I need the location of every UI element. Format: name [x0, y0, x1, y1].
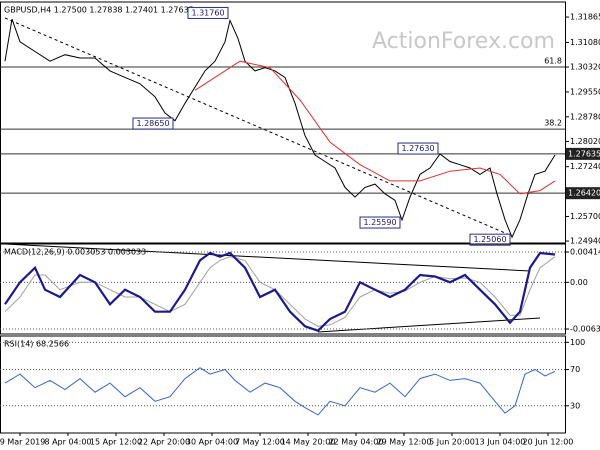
y-tick-label: 30 — [570, 401, 580, 410]
y-tick-label: 1.30320 — [570, 63, 600, 72]
panel-frame — [0, 243, 566, 335]
series-line — [4, 251, 556, 332]
x-tick-label: 8 Apr 04:00 — [44, 438, 91, 447]
x-tick-label: 29 Mar 2019 — [0, 438, 45, 447]
y-tick-label: 1.31865 — [570, 13, 600, 22]
y-tick-label: 70 — [570, 365, 580, 374]
y-tick-label: 1.24940 — [570, 237, 600, 246]
series-line — [4, 367, 556, 416]
annotation-box — [469, 233, 511, 246]
fib-label: 38.2 — [544, 119, 562, 128]
annotation-label: 1.27630 — [401, 144, 434, 153]
x-tick-label: 15 Apr 12:00 — [90, 438, 142, 447]
annotation-box — [359, 216, 401, 229]
fib-label: 61.8 — [544, 57, 562, 66]
panel-title: RSI(14) 68.2566 — [4, 340, 69, 349]
trendline — [317, 317, 541, 333]
x-tick-label: 22 Apr 20:00 — [138, 438, 190, 447]
annotation-label: 1.25060 — [473, 235, 506, 244]
panel-frame — [0, 1, 566, 244]
y-tick-label: 1.28780 — [570, 112, 600, 121]
y-tick-label: 1.29550 — [570, 87, 600, 96]
series-line — [4, 18, 556, 239]
x-tick-label: 29 May 12:00 — [377, 438, 432, 447]
x-tick-label: 20 Jun 12:00 — [523, 438, 574, 447]
panel-frame — [0, 335, 566, 434]
annotation-box — [397, 142, 439, 155]
trendline — [4, 17, 513, 237]
x-tick-label: 14 May 20:00 — [281, 438, 336, 447]
y-tick-label: -0.006365 — [570, 325, 600, 334]
x-tick-label: 22 May 04:00 — [329, 438, 384, 447]
y-tick-label: 0.004141 — [570, 247, 600, 256]
series-line — [4, 256, 556, 327]
watermark: ActionForex.com — [372, 29, 555, 54]
price-box — [566, 147, 600, 160]
price-box — [566, 187, 600, 200]
x-tick-label: 7 May 12:00 — [235, 438, 285, 447]
panel-title: GBPUSD,H4 1.27500 1.27838 1.27401 1.2763… — [4, 6, 194, 15]
annotation-label: 1.28650 — [136, 119, 169, 128]
y-tick-label: 1.28020 — [570, 137, 600, 146]
price-box-label: 1.27635 — [568, 149, 600, 158]
y-tick-label: 100 — [570, 338, 585, 347]
trendline — [4, 243, 531, 272]
y-tick-label: 1.27240 — [570, 162, 600, 171]
y-tick-label: 1.31080 — [570, 38, 600, 47]
annotation-label: 1.25590 — [363, 218, 396, 227]
annotation-box — [187, 6, 229, 19]
x-tick-label: 13 Jun 04:00 — [475, 438, 526, 447]
x-tick-label: 5 Jun 20:00 — [429, 438, 475, 447]
price-box-label: 1.26420 — [568, 189, 600, 198]
annotation-label: 1.31760 — [191, 8, 224, 17]
series-line — [194, 60, 556, 195]
x-tick-label: 30 Apr 04:00 — [186, 438, 238, 447]
y-tick-label: 0.00 — [570, 278, 588, 287]
annotation-box — [132, 117, 174, 130]
y-tick-label: 1.25700 — [570, 212, 600, 221]
